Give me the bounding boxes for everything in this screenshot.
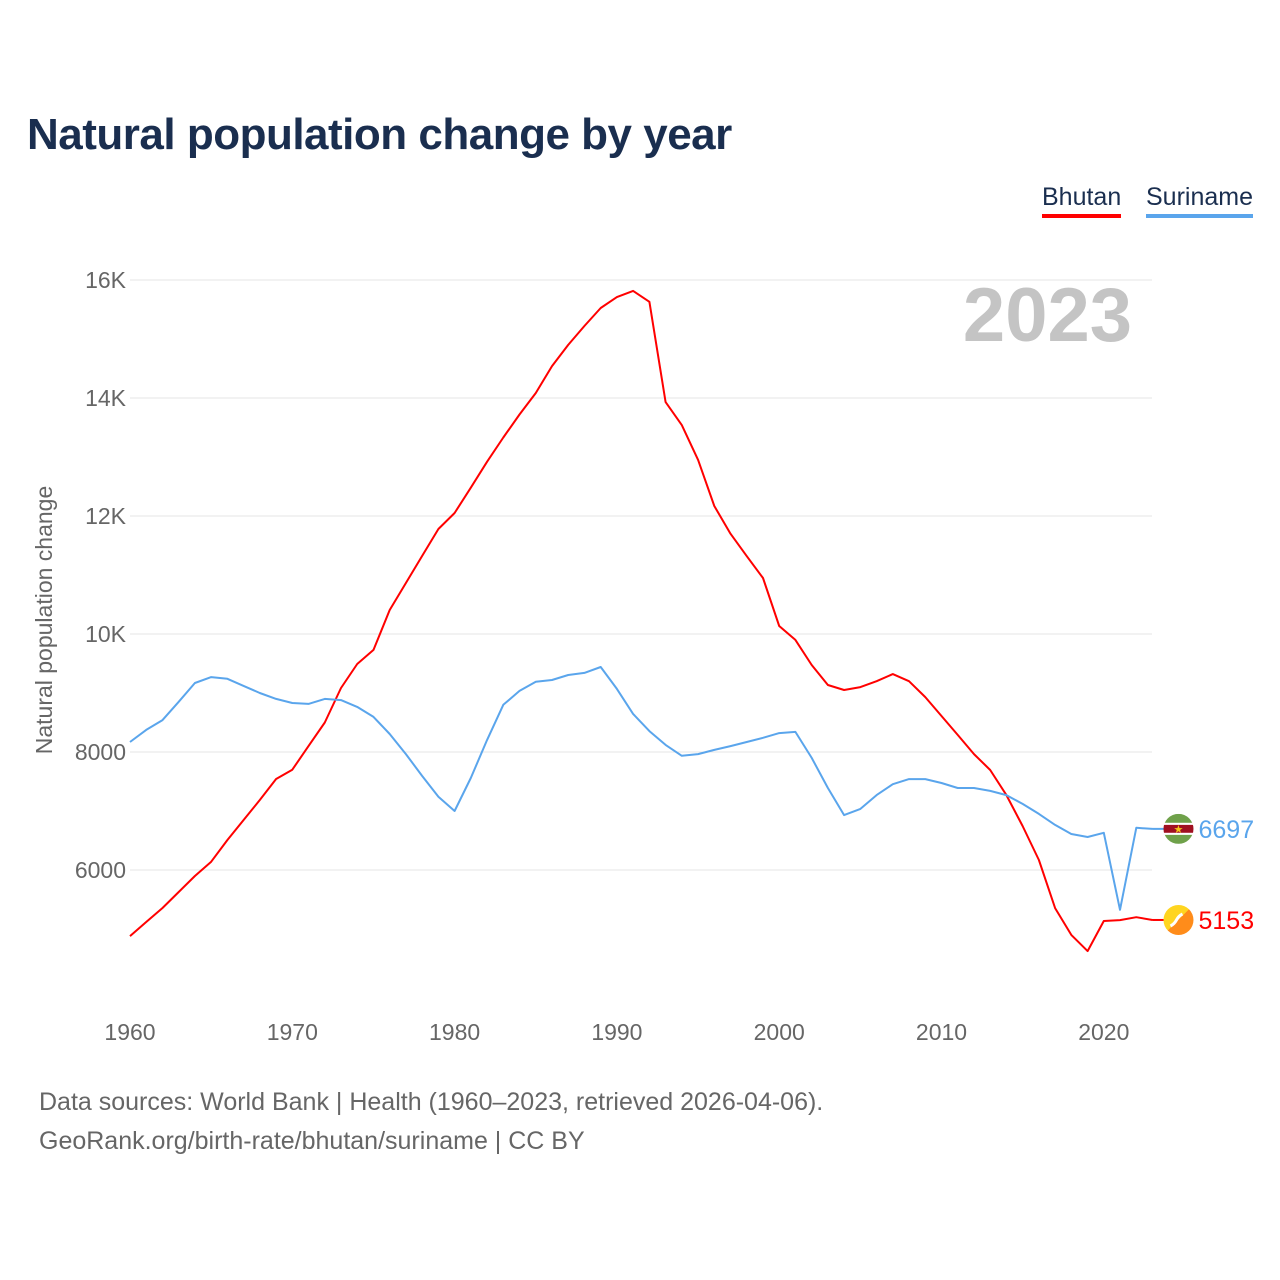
x-tick-label: 2010 — [916, 1019, 967, 1045]
y-tick-label: 16K — [85, 267, 127, 293]
chart-title: Natural population change by year — [27, 110, 732, 159]
x-tick-label: 2020 — [1078, 1019, 1129, 1045]
y-axis-label: Natural population change — [31, 486, 57, 755]
y-tick-label: 12K — [85, 503, 127, 529]
series-line-suriname — [129, 666, 1153, 911]
x-tick-label: 1990 — [591, 1019, 642, 1045]
legend-suriname[interactable]: Suriname — [1146, 183, 1253, 218]
x-tick-label: 2000 — [754, 1019, 805, 1045]
suriname-flag-icon: ★ — [1163, 813, 1194, 844]
svg-text:★: ★ — [1174, 824, 1184, 836]
x-tick-label: 1970 — [267, 1019, 318, 1045]
end-value-label-bhutan: 5153 — [1198, 907, 1254, 935]
y-tick-label: 8000 — [75, 739, 126, 765]
bhutan-flag-icon — [1163, 904, 1194, 935]
end-value-label-suriname: 6697 — [1198, 816, 1254, 844]
source-link[interactable]: GeoRank.org/birth-rate/bhutan/suriname |… — [39, 1127, 585, 1155]
series-line-bhutan — [129, 289, 1153, 953]
y-tick-label: 6000 — [75, 857, 126, 883]
x-tick-label: 1960 — [104, 1019, 155, 1045]
legend-bhutan[interactable]: Bhutan — [1042, 183, 1122, 218]
x-tick-label: 1980 — [429, 1019, 480, 1045]
y-tick-label: 10K — [85, 621, 127, 647]
y-tick-label: 14K — [85, 385, 127, 411]
source-text: Data sources: World Bank | Health (1960–… — [39, 1088, 824, 1116]
year-watermark: 2023 — [963, 273, 1132, 358]
